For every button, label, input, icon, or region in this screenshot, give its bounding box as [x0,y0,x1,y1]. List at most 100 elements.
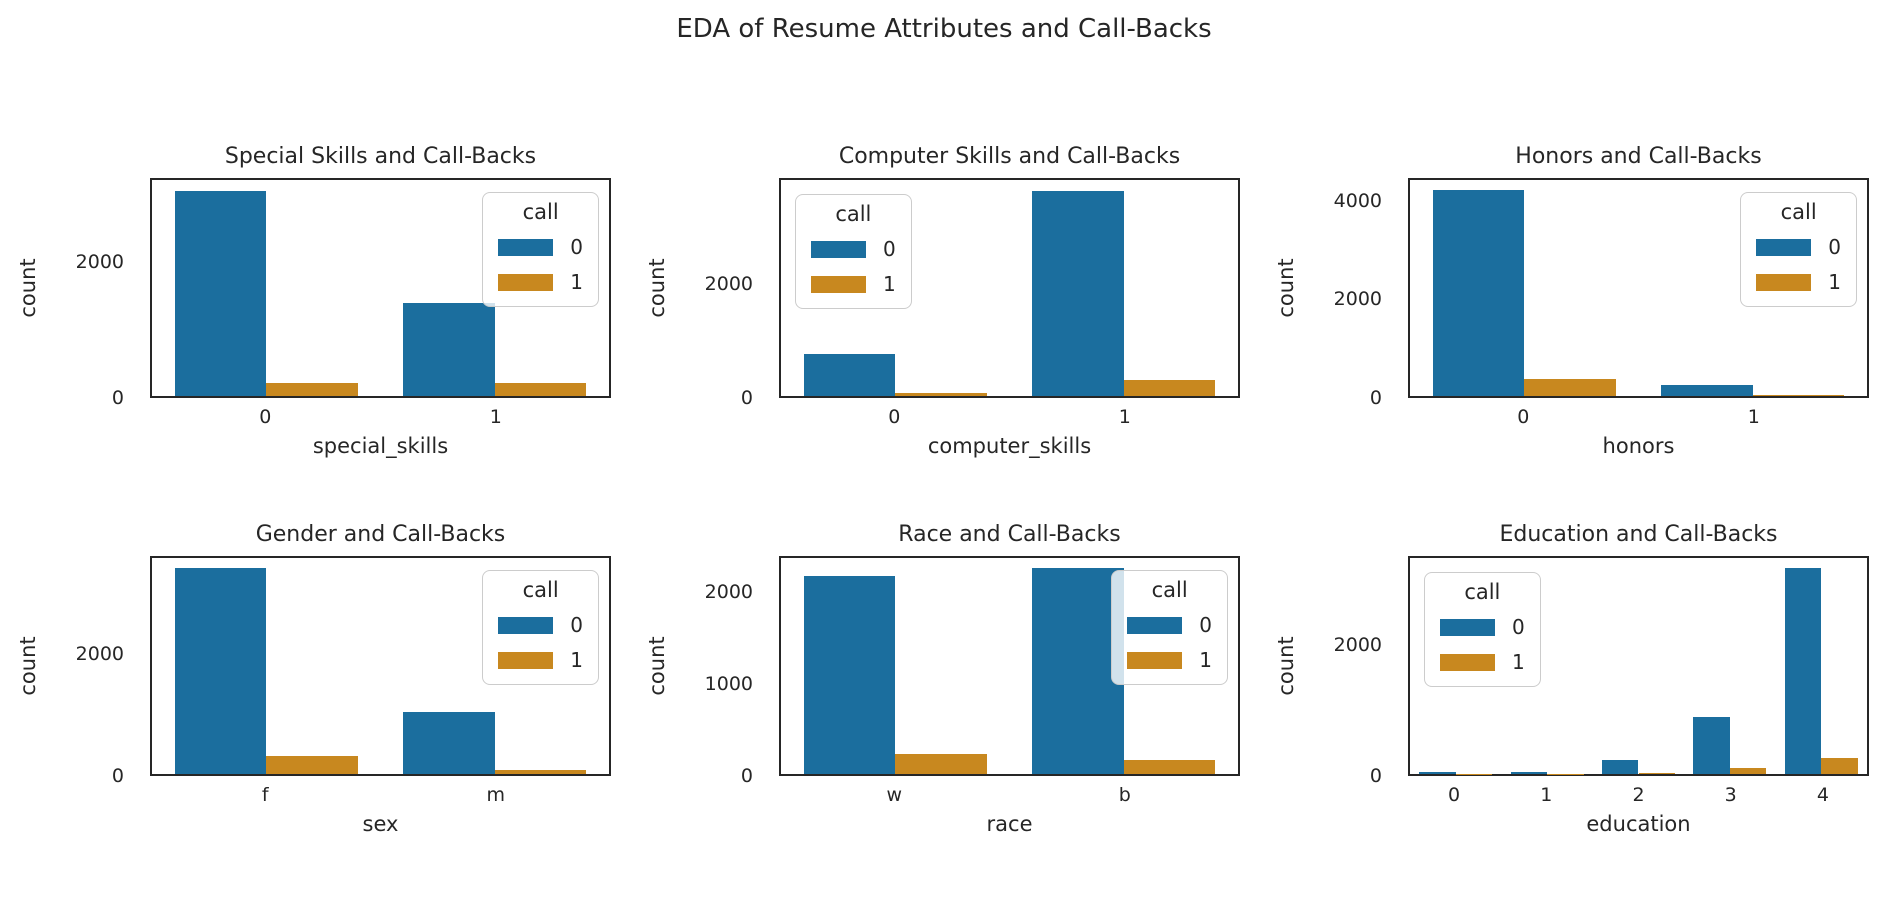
legend-swatch-orange [811,275,866,293]
legend-swatch-orange [1756,273,1812,291]
legend: call 0 1 [482,192,599,307]
legend: call 0 1 [482,570,599,685]
legend-swatch-orange [498,273,554,291]
x-tick-label: 4 [1816,784,1829,806]
plot-body: count 0 2000 4000 call 0 1 [1268,178,1869,409]
bar-computer_skills-0-call1 [895,392,987,396]
y-tick-label: 2000 [704,581,753,604]
axes-honors: call 0 1 [1408,178,1869,398]
legend-swatch-blue [811,240,866,258]
bar-education-3-call0 [1693,717,1730,774]
legend-title: call [1151,578,1188,602]
bar-education-3-call1 [1729,768,1767,774]
plot-title: Race and Call-Backs [898,522,1121,547]
y-axis-label-column: count [639,556,675,776]
bar-honors-1-call1 [1752,394,1845,396]
y-tick-label: 0 [740,387,753,409]
y-axis-label-column: count [639,178,675,398]
x-axis-label: special_skills [312,434,449,458]
legend-entry-call1: 1 [498,270,583,294]
legend-title: call [835,202,872,226]
y-axis-label-column: count [1268,178,1304,398]
legend-entry-label: 1 [1828,270,1841,294]
y-tick-column: 0 2000 [1304,556,1408,787]
x-tick-label: 1 [1747,406,1760,428]
legend-entry-label: 0 [1199,613,1212,637]
y-tick-label: 0 [740,765,753,787]
legend-title: call [1780,200,1817,224]
bar-computer_skills-1-call1 [1123,380,1216,396]
axes-race: call 0 1 [779,556,1240,776]
y-axis-label: count [16,258,40,318]
bar-honors-0-call0 [1432,190,1525,396]
subplot-computer_skills: Computer Skills and Call-Backs count 0 2000… [639,144,1240,458]
y-axis-label: count [1274,258,1298,318]
bar-education-4-call1 [1821,758,1858,774]
x-tick-label: 2 [1632,784,1645,806]
bar-sex-m-call0 [403,711,495,774]
bar-sex-m-call1 [494,769,587,774]
y-axis-label: count [1274,636,1298,696]
y-axis-label-column: count [1268,556,1304,776]
x-tick-row: 0 1 2 3 4 [1408,776,1869,812]
y-tick-label: 0 [111,387,124,409]
bar-computer_skills-1-call0 [1032,190,1124,396]
legend-entry-label: 1 [883,272,896,296]
bar-special_skills-0-call0 [174,190,267,396]
legend-entry-label: 0 [883,237,896,261]
legend-entry-call1: 1 [1127,648,1212,672]
legend-entry-label: 0 [570,613,583,637]
legend-title: call [522,200,559,224]
plot-body: count 0 2000 call 0 1 [639,178,1240,409]
y-tick-label: 2000 [704,272,753,295]
bar-race-w-call1 [895,753,987,774]
plot-title: Gender and Call-Backs [255,522,506,547]
y-axis-label-column: count [10,556,46,776]
bar-honors-1-call0 [1661,385,1753,396]
x-tick-label: b [1118,784,1131,806]
plot-title: Special Skills and Call-Backs [224,144,537,169]
plot-body: count 0 2000 call 0 1 [10,178,611,409]
legend-swatch-orange [1440,653,1495,671]
y-tick-label: 1000 [704,673,753,696]
y-tick-column: 0 2000 4000 [1304,178,1408,409]
legend-entry-call0: 0 [498,235,583,259]
bar-special_skills-1-call1 [494,383,587,396]
subplot-race: Race and Call-Backs count 0 1000 2000 call 0 1 w… [639,522,1240,836]
x-axis-label: sex [362,812,399,836]
subplot-sex: Gender and Call-Backs count 0 2000 call 0 1 f m s… [10,522,611,836]
y-tick-column: 0 2000 [675,178,779,409]
plot-body: count 0 2000 call 0 1 [1268,556,1869,787]
legend-swatch-blue [1127,616,1183,634]
y-tick-label: 2000 [75,251,124,274]
y-axis-label: count [645,258,669,318]
legend-swatch-orange [1127,651,1183,669]
legend-title: call [522,578,559,602]
bar-computer_skills-0-call0 [803,353,896,396]
x-axis-label: honors [1602,434,1675,458]
bar-race-b-call0 [1032,568,1124,774]
y-tick-label: 0 [111,765,124,787]
y-tick-label: 4000 [1333,189,1382,212]
bar-education-1-call0 [1510,772,1548,774]
bar-sex-f-call1 [266,756,358,774]
x-tick-label: f [261,784,269,806]
y-tick-label: 2000 [1333,288,1382,311]
legend-swatch-blue [498,238,554,256]
x-axis-label: race [986,812,1033,836]
plot-title: Computer Skills and Call-Backs [838,144,1181,169]
y-tick-label: 0 [1369,387,1382,409]
y-tick-column: 0 2000 [46,556,150,787]
bar-sex-f-call0 [174,568,267,774]
legend-entry-call1: 1 [498,648,583,672]
x-axis-label: education [1586,812,1691,836]
legend-entry-call0: 0 [1756,235,1841,259]
y-axis-label-column: count [10,178,46,398]
x-tick-label: 0 [259,406,272,428]
legend-entry-call1: 1 [1440,650,1525,674]
bar-education-2-call0 [1601,760,1639,774]
